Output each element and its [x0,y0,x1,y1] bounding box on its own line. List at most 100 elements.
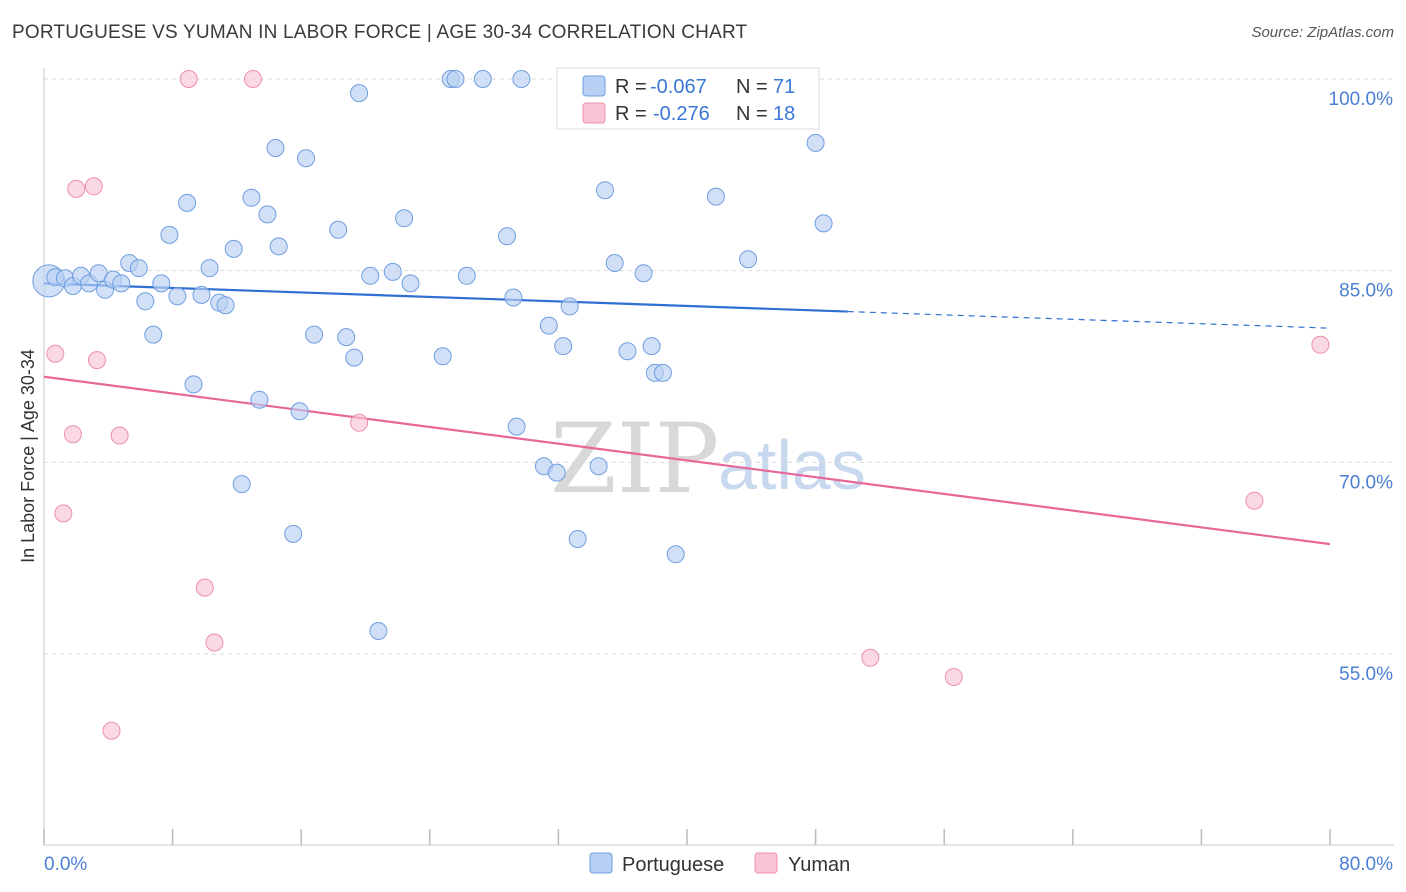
legend-r-label-portuguese: R = [615,76,647,98]
point-portuguese-43 [433,347,452,366]
point-portuguese-39 [369,622,388,640]
point-portuguese-37 [350,84,369,103]
point-portuguese-23 [224,239,243,258]
bottom-legend-label-portuguese: Portuguese [622,854,724,876]
point-portuguese-33 [305,325,324,344]
point-portuguese-25 [242,188,261,207]
y-axis-title: In Labor Force | Age 30-34 [18,349,38,563]
point-portuguese-47 [473,70,492,88]
point-portuguese-19 [192,285,211,304]
point-portuguese-62 [634,264,653,283]
point-yuman-5 [88,351,106,370]
point-yuman-12 [350,413,369,432]
point-yuman-15 [1245,491,1264,510]
point-portuguese-50 [507,417,526,436]
point-portuguese-18 [184,375,203,394]
point-portuguese-41 [395,209,414,228]
x-tick-label-min: 0.0% [44,854,87,875]
point-portuguese-61 [618,342,637,361]
point-portuguese-67 [706,187,725,206]
point-portuguese-20 [200,259,219,278]
legend-n-label-yuman: N = [736,103,768,125]
point-portuguese-14 [152,274,171,293]
point-portuguese-27 [258,205,277,224]
legend-r-value-portuguese: -0.067 [650,76,707,98]
gridlines [44,78,1394,655]
point-portuguese-68 [739,250,758,269]
point-portuguese-13 [144,325,163,344]
legend-n-value-portuguese: 71 [773,76,795,98]
point-yuman-6 [102,721,121,740]
point-portuguese-65 [653,363,672,382]
x-tick-label-max: 80.0% [1339,854,1393,875]
x-ticks [43,829,1331,845]
source-credit: Source: ZipAtlas.com [1251,24,1394,41]
point-portuguese-17 [178,193,197,212]
point-portuguese-30 [284,524,303,543]
point-portuguese-51 [512,70,531,88]
point-portuguese-59 [596,181,614,200]
point-yuman-14 [944,668,963,686]
trend-line-yuman [43,375,1331,546]
point-portuguese-40 [383,262,402,281]
chart-title: PORTUGUESE VS YUMAN IN LABOR FORCE | AGE… [12,22,748,43]
y-tick-label-70: 70.0% [1339,472,1393,493]
point-yuman-9 [195,578,214,597]
legend-box: R = -0.067 N = 71 R = -0.276 N = 18 [556,67,820,130]
point-yuman-1 [54,504,73,523]
legend-swatch-portuguese [582,75,606,97]
point-portuguese-46 [457,266,476,285]
point-yuman-7 [110,426,129,445]
point-portuguese-69 [806,133,825,152]
point-yuman-11 [244,70,262,88]
point-portuguese-15 [160,225,179,244]
point-yuman-8 [179,70,198,88]
point-portuguese-24 [232,475,251,494]
point-portuguese-11 [129,259,148,278]
point-portuguese-63 [642,337,661,356]
point-yuman-13 [861,648,880,667]
point-portuguese-55 [554,337,573,356]
point-portuguese-32 [297,149,315,168]
point-portuguese-54 [547,463,566,482]
point-portuguese-48 [498,227,516,246]
legend-swatch-yuman [582,102,606,124]
y-tick-labels: 55.0% 70.0% 85.0% 100.0% [1329,89,1394,685]
point-portuguese-22 [216,296,235,315]
point-portuguese-60 [605,254,624,272]
point-portuguese-49 [504,288,523,307]
watermark-zip: ZIP [550,403,719,515]
point-portuguese-66 [666,545,685,564]
legend-n-value-yuman: 18 [773,103,795,125]
y-tick-label-55: 55.0% [1339,664,1393,685]
legend-r-value-yuman: -0.276 [653,103,710,125]
point-portuguese-57 [568,530,587,548]
point-yuman-4 [84,177,103,196]
legend-n-label-portuguese: N = [736,76,768,98]
point-portuguese-31 [290,402,309,421]
point-portuguese-16 [168,287,187,306]
point-yuman-16 [1311,335,1330,354]
point-portuguese-35 [337,328,356,347]
point-portuguese-45 [446,70,465,88]
bottom-legend: Portuguese Yuman [589,852,850,876]
y-tick-label-85: 85.0% [1339,281,1393,302]
point-portuguese-9 [112,274,131,293]
legend-r-label-yuman: R = [615,103,647,125]
point-portuguese-26 [250,390,269,409]
bottom-legend-swatch-yuman [754,852,778,874]
point-portuguese-29 [269,237,288,256]
point-yuman-0 [46,344,65,363]
point-portuguese-38 [361,266,380,285]
point-portuguese-70 [814,214,833,233]
data-points [32,70,1330,740]
point-yuman-10 [205,633,224,652]
trend-line-portuguese-extrapolated [847,310,1331,329]
point-portuguese-42 [401,274,420,293]
axes [43,68,1394,846]
point-yuman-3 [67,179,86,198]
watermark-atlas: atlas [718,426,866,504]
bottom-legend-swatch-portuguese [589,852,613,874]
point-portuguese-58 [589,457,608,476]
